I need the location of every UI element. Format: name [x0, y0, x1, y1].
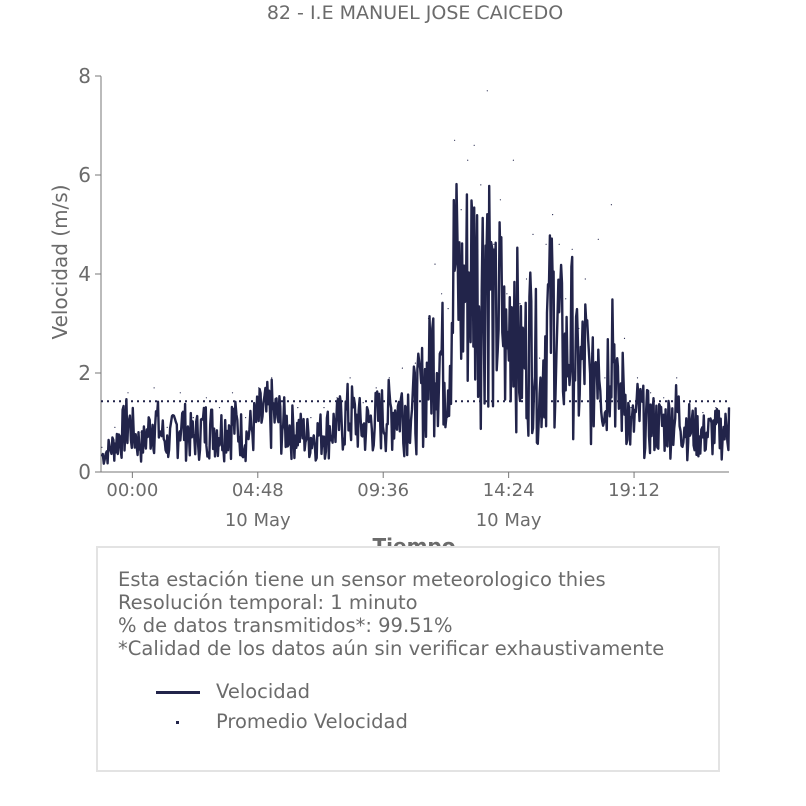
- velocidad-data-point: [584, 278, 586, 280]
- velocidad-data-point: [140, 431, 142, 433]
- velocidad-data-point: [179, 392, 181, 394]
- velocidad-data-point: [486, 90, 488, 92]
- legend-label-velocidad: Velocidad: [216, 680, 311, 703]
- velocidad-data-point: [571, 248, 573, 250]
- x-tick-date-label: 10 May: [225, 510, 291, 531]
- velocidad-data-point: [218, 407, 221, 409]
- velocidad-data-point: [676, 377, 678, 379]
- velocidad-data-point: [558, 243, 560, 245]
- velocidad-data-point: [388, 377, 390, 379]
- velocidad-data-point: [689, 402, 691, 404]
- series-layer: [100, 90, 731, 465]
- velocidad-data-point: [493, 243, 495, 245]
- velocidad-data-point: [715, 407, 717, 409]
- y-tick-label: 2: [78, 361, 91, 385]
- velocidad-data-point: [604, 377, 606, 379]
- velocidad-data-point: [610, 204, 613, 206]
- y-axis-label: Velocidad (m/s): [48, 184, 72, 339]
- velocidad-data-point: [591, 352, 593, 354]
- velocidad-data-point: [636, 377, 639, 379]
- velocidad-data-point: [623, 337, 626, 339]
- info-station-sensor: Esta estación tiene un sensor meteorolog…: [118, 568, 606, 591]
- y-tick-label: 6: [78, 163, 91, 187]
- velocidad-data-point: [499, 199, 501, 201]
- x-tick-label: 19:12: [608, 480, 660, 501]
- info-legend-box: Esta estación tiene un sensor meteorolog…: [96, 546, 720, 772]
- info-resolution: Resolución temporal: 1 minuto: [118, 591, 418, 614]
- velocidad-data-point: [512, 159, 515, 161]
- velocidad-data-point: [153, 387, 155, 389]
- velocidad-data-point: [434, 263, 436, 265]
- velocidad-data-point: [480, 184, 482, 186]
- velocidad-data-point: [258, 387, 260, 389]
- velocidad-data-point: [650, 392, 652, 394]
- velocidad-data-point: [545, 243, 547, 245]
- velocidad-data-point: [630, 407, 632, 409]
- velocidad-data-point: [127, 392, 129, 394]
- legend-dot-swatch: [176, 721, 179, 724]
- velocidad-data-point: [271, 377, 273, 379]
- velocidad-series-line: [100, 182, 731, 465]
- legend-label-promedio: Promedio Velocidad: [216, 710, 408, 733]
- velocidad-data-point: [427, 317, 430, 320]
- velocidad-data-point: [506, 293, 508, 295]
- velocidad-data-point: [728, 407, 730, 409]
- velocidad-data-point: [454, 139, 456, 141]
- velocidad-data-point: [617, 362, 619, 364]
- velocidad-data-point: [166, 426, 168, 428]
- velocidad-data-point: [702, 412, 704, 414]
- velocidad-data-point: [578, 327, 580, 330]
- velocidad-data-point: [414, 362, 416, 364]
- velocidad-data-point: [401, 367, 403, 369]
- velocidad-data-point: [114, 426, 116, 428]
- velocidad-data-point: [525, 278, 528, 280]
- velocidad-data-point: [552, 214, 554, 216]
- velocidad-data-point: [245, 417, 247, 419]
- velocidad-data-point: [447, 308, 449, 310]
- y-tick-label: 4: [78, 262, 91, 286]
- velocidad-data-point: [467, 159, 469, 161]
- velocidad-data-point: [473, 144, 475, 146]
- velocidad-data-point: [205, 397, 207, 399]
- velocidad-data-point: [539, 357, 541, 359]
- velocidad-data-point: [519, 303, 521, 305]
- velocidad-data-point: [349, 377, 351, 379]
- y-tick-label: 0: [78, 460, 91, 484]
- velocidad-data-point: [597, 238, 599, 240]
- tick-layer: 0 2 4 6 8 00:00 04:48 10 May 09:36 14:24 10 May 19:…: [78, 64, 660, 531]
- velocidad-data-point: [101, 446, 103, 448]
- y-tick-label: 8: [78, 64, 91, 88]
- x-tick-date-label: 10 May: [476, 510, 542, 531]
- x-tick-label: 04:48: [232, 480, 284, 501]
- info-quality-note: *Calidad de los datos aún sin verificar …: [118, 637, 665, 660]
- velocidad-data-point: [297, 407, 299, 409]
- chart-title: 82 - I.E MANUEL JOSE CAICEDO: [266, 2, 564, 24]
- velocidad-data-point: [336, 397, 338, 399]
- velocidad-data-point: [565, 298, 567, 300]
- x-tick-label: 09:36: [357, 480, 409, 501]
- velocidad-data-point: [532, 233, 534, 235]
- x-tick-label: 14:24: [483, 480, 535, 501]
- velocidad-data-point: [375, 387, 377, 389]
- info-transmitted: % de datos transmitidos*: 99.51%: [118, 614, 453, 637]
- velocidad-data-point: [231, 392, 234, 394]
- velocidad-data-point: [460, 209, 462, 211]
- velocidad-data-point: [323, 407, 325, 409]
- velocidad-data-point: [284, 397, 286, 399]
- velocidad-data-point: [310, 417, 312, 419]
- velocidad-data-point: [362, 402, 364, 404]
- velocidad-data-point: [192, 417, 194, 419]
- x-tick-label: 00:00: [106, 480, 158, 501]
- legend-line-swatch: [156, 691, 200, 694]
- velocidad-data-point: [441, 293, 443, 295]
- velocidad-data-point: [663, 397, 665, 399]
